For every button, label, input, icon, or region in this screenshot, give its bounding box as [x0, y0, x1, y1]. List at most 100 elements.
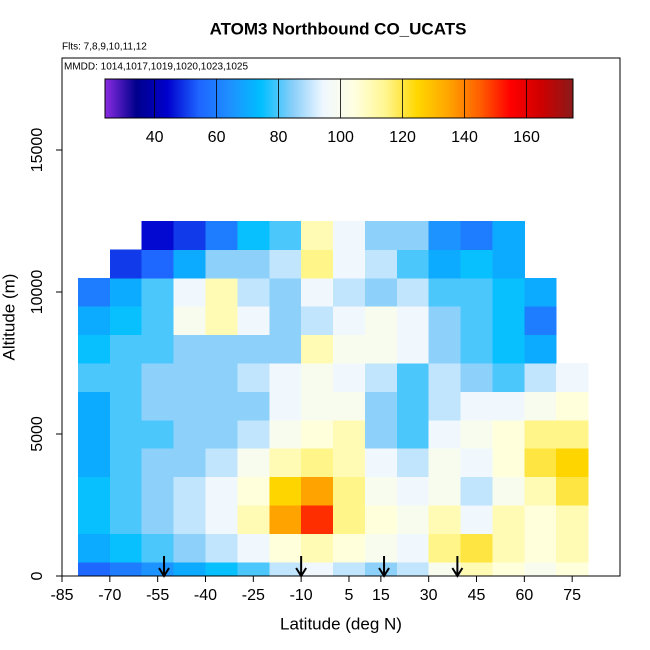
heatmap-cell — [173, 391, 206, 421]
heatmap-cell — [428, 476, 462, 506]
x-tick-label: 5 — [345, 587, 354, 604]
heatmap-cell — [237, 419, 270, 449]
heatmap-cell — [396, 419, 430, 449]
heatmap-cell — [396, 505, 430, 534]
heatmap-cell — [269, 306, 302, 336]
heatmap-cell — [301, 363, 334, 392]
x-tick-label: 15 — [372, 587, 390, 604]
heatmap-cell — [269, 476, 302, 506]
heatmap-cell — [396, 533, 430, 563]
heatmap-cell — [364, 419, 398, 449]
heatmap-cell — [269, 533, 302, 563]
heatmap-cell — [77, 363, 111, 392]
heatmap-cell — [109, 448, 143, 478]
heatmap-cell — [364, 561, 398, 577]
heatmap-cell — [173, 363, 206, 392]
x-tick-label: -70 — [98, 587, 121, 604]
heatmap-cell — [237, 505, 270, 534]
heatmap-cell — [460, 306, 493, 336]
heatmap-cell — [109, 476, 143, 506]
heatmap-cell — [301, 533, 334, 563]
heatmap-cell — [333, 334, 366, 364]
heatmap-cell — [237, 561, 270, 577]
heatmap-cell — [173, 533, 206, 563]
heatmap-cell — [77, 334, 111, 364]
x-tick-label: 60 — [515, 587, 533, 604]
heatmap-cell — [364, 221, 398, 250]
heatmap-cell — [333, 221, 366, 250]
heatmap-cell — [556, 448, 589, 478]
heatmap-cell — [333, 391, 366, 421]
heatmap-cell — [301, 505, 334, 534]
heatmap-cell — [428, 363, 462, 392]
heatmap-cell — [428, 221, 462, 250]
heatmap-cell — [460, 505, 493, 534]
heatmap-cell — [428, 249, 462, 279]
heatmap-cell — [396, 363, 430, 392]
heatmap-cell — [396, 221, 430, 250]
heatmap-cell — [269, 448, 302, 478]
heatmap-cell — [492, 306, 525, 336]
colorbar-tick-label: 160 — [513, 129, 540, 146]
heatmap-cell — [364, 306, 398, 336]
heatmap-cell — [77, 533, 111, 563]
heatmap-cell — [301, 391, 334, 421]
heatmap-cell — [396, 391, 430, 421]
heatmap-cell — [109, 561, 143, 577]
heatmap-cell — [460, 277, 493, 307]
y-tick-label: 10000 — [29, 270, 46, 315]
heatmap-cell — [237, 221, 270, 250]
heatmap-cell — [269, 334, 302, 364]
heatmap-cell — [173, 561, 206, 577]
heatmap-cell — [237, 533, 270, 563]
heatmap-cell — [460, 533, 493, 563]
y-tick-label: 5000 — [29, 416, 46, 452]
heatmap-cell — [237, 334, 270, 364]
heatmap-cell — [269, 419, 302, 449]
heatmap-cell — [77, 306, 111, 336]
heatmap-cell — [428, 277, 462, 307]
heatmap-cell — [396, 277, 430, 307]
heatmap-cell — [333, 249, 366, 279]
heatmap-cell — [524, 561, 557, 577]
heatmap-cell — [205, 505, 238, 534]
heatmap-cell — [428, 391, 462, 421]
heatmap-cell — [428, 334, 462, 364]
heatmap-cell — [492, 249, 525, 279]
colorbar-tick-label: 100 — [327, 129, 354, 146]
heatmap-cell — [141, 419, 175, 449]
heatmap-cell — [333, 533, 366, 563]
heatmap-cell — [77, 277, 111, 307]
heatmap-cell — [492, 448, 525, 478]
heatmap-cell — [173, 448, 206, 478]
heatmap-cell — [205, 334, 238, 364]
heatmap-cell — [428, 533, 462, 563]
heatmap-cell — [109, 249, 143, 279]
x-tick-label: -85 — [50, 587, 73, 604]
heatmap-cell — [141, 391, 175, 421]
x-tick-label: 75 — [563, 587, 581, 604]
heatmap-cell — [77, 476, 111, 506]
heatmap-cell — [428, 448, 462, 478]
heatmap-cell — [301, 221, 334, 250]
heatmap-cell — [77, 391, 111, 421]
colorbar — [104, 78, 574, 119]
plot-frame — [61, 57, 621, 577]
heatmap-cell — [396, 306, 430, 336]
heatmap-cell — [141, 306, 175, 336]
heatmap-cell — [364, 448, 398, 478]
y-tick-label: 15000 — [29, 128, 46, 173]
chart-title: ATOM3 Northbound CO_UCATS — [210, 19, 467, 38]
heatmap-cell — [492, 561, 525, 577]
heatmap-cell — [301, 334, 334, 364]
heatmap-cell — [524, 277, 557, 307]
colorbar-tick-label: 120 — [389, 129, 416, 146]
heatmap-cell — [524, 448, 557, 478]
heatmap-cell — [524, 419, 557, 449]
heatmap-cell — [556, 505, 589, 534]
heatmap-cell — [333, 448, 366, 478]
heatmap-cell — [205, 221, 238, 250]
heatmap-cell — [460, 448, 493, 478]
colorbar-tick-label: 40 — [146, 129, 164, 146]
heatmap-cell — [237, 476, 270, 506]
